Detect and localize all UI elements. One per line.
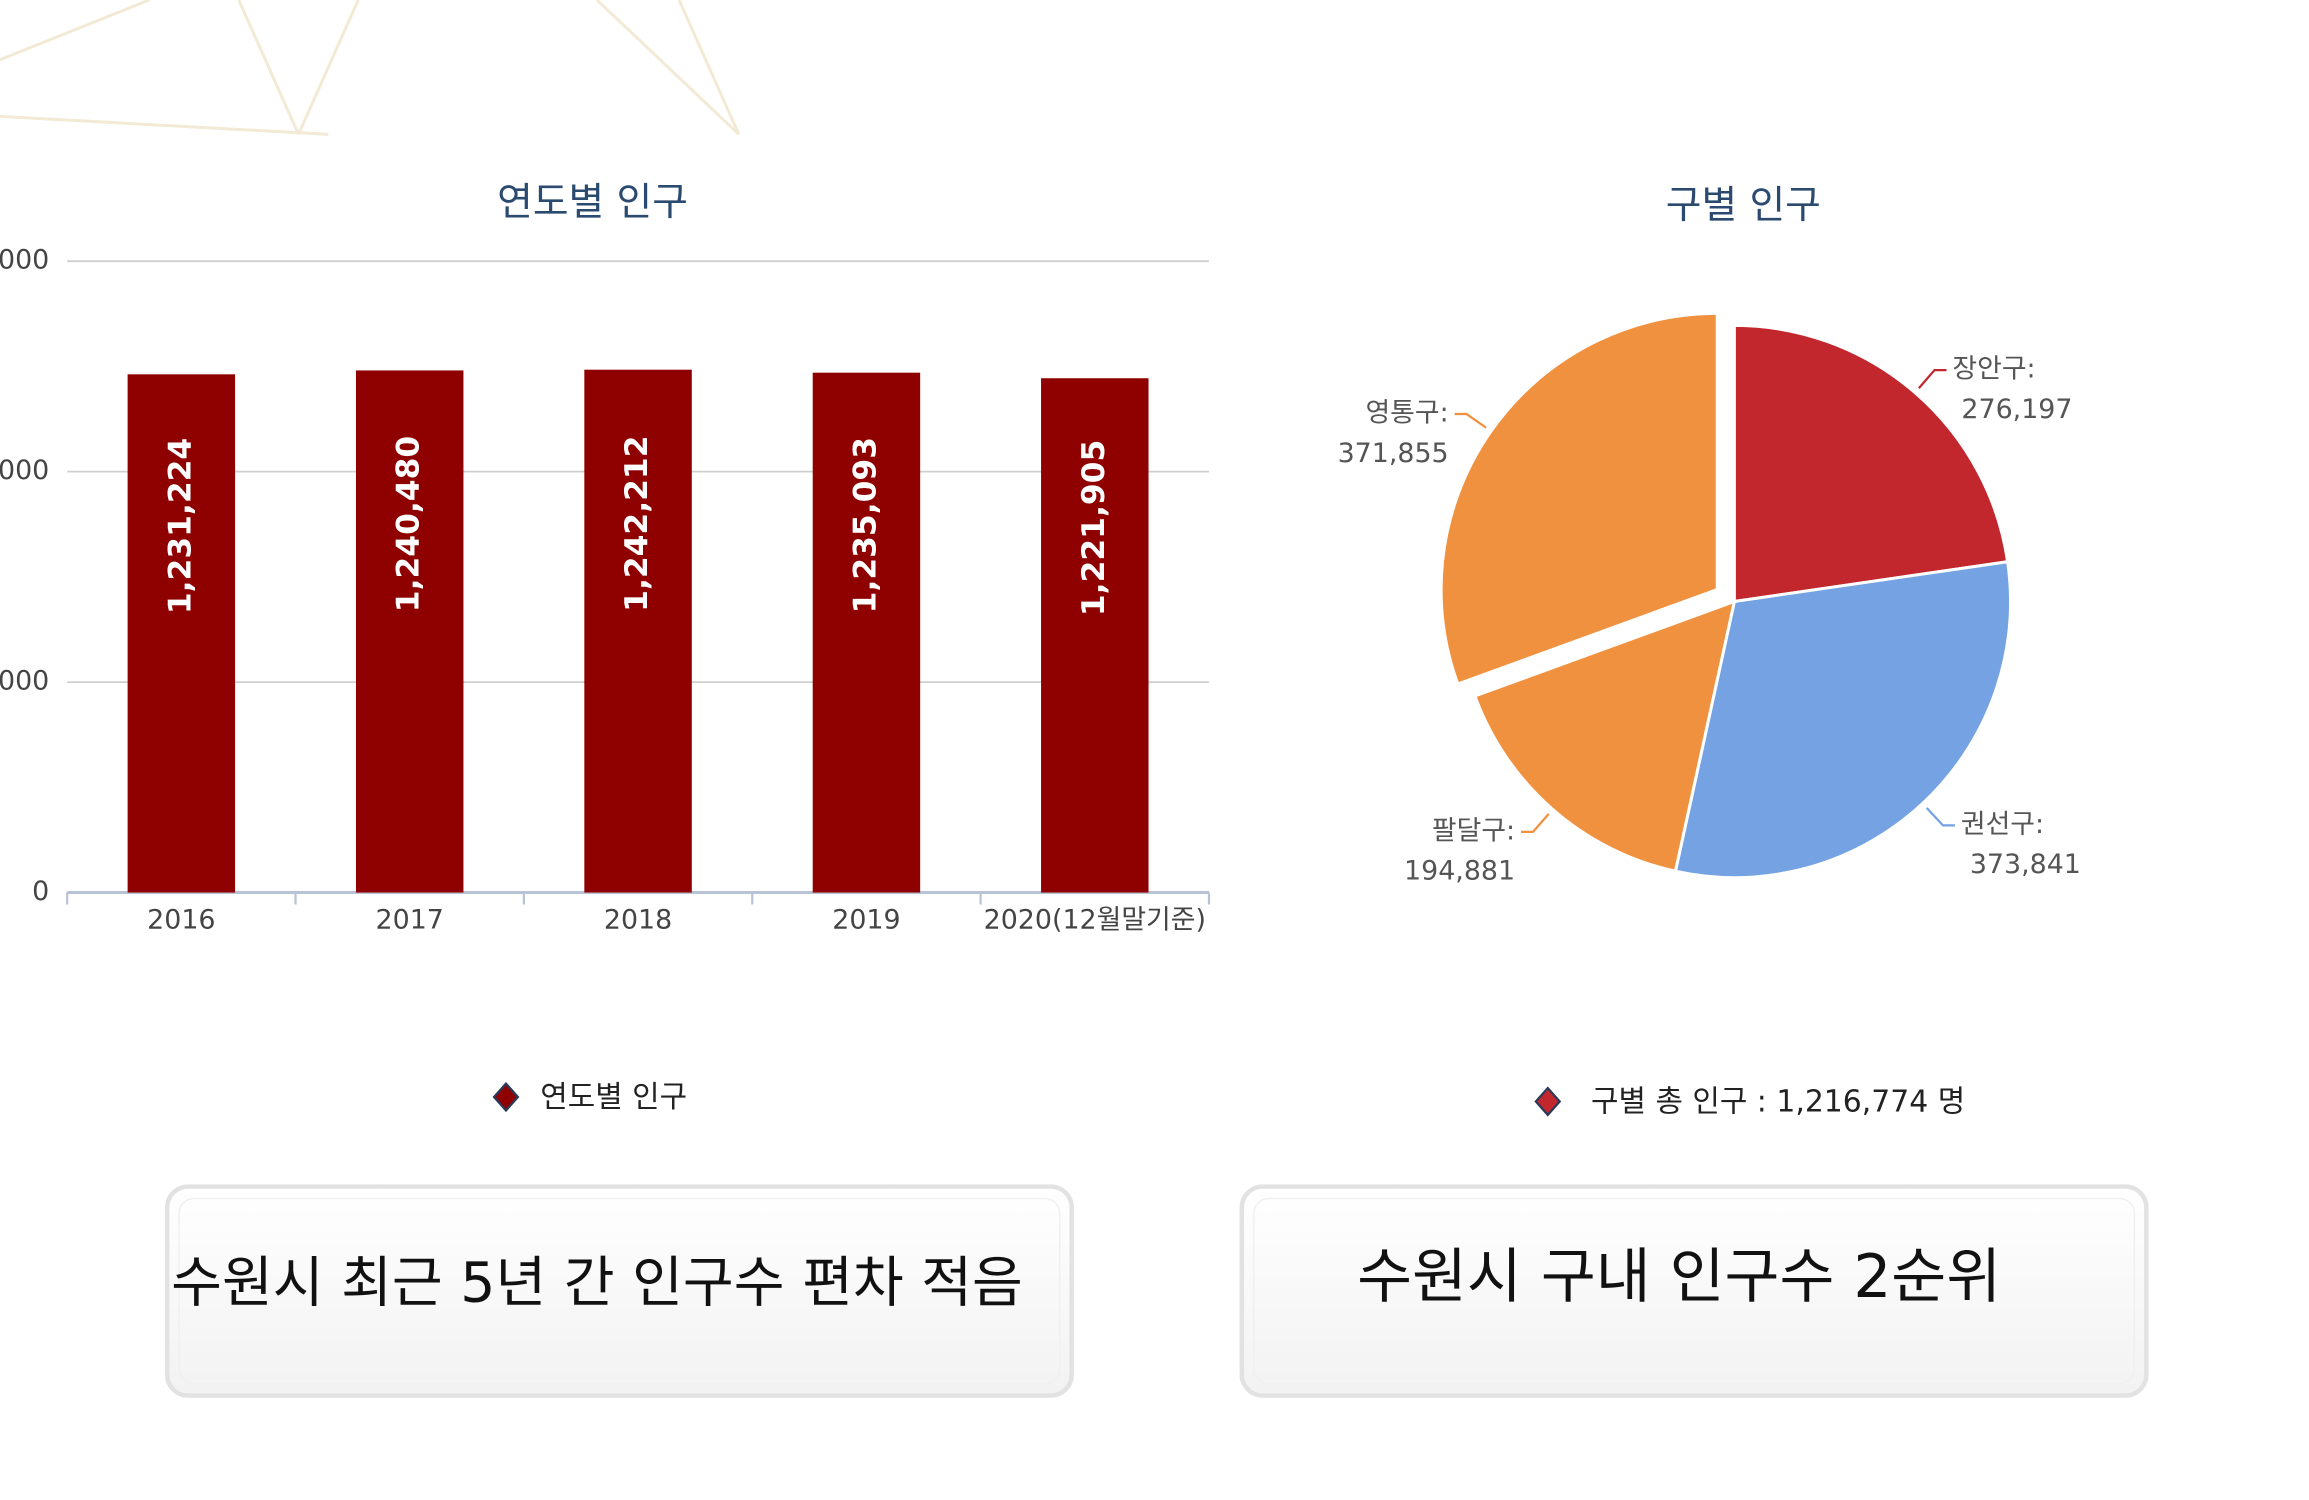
slice-value: 276,197: [1961, 394, 2072, 425]
bar: [812, 372, 921, 893]
pie-slice: [1673, 560, 2012, 880]
slice-value: 371,855: [1338, 438, 1449, 469]
legend-marker: [492, 1081, 520, 1113]
leader-line: [1521, 813, 1550, 833]
y-tick-label: 0: [32, 876, 49, 907]
decoration: [0, 0, 741, 136]
data-label: 1,235,093: [847, 437, 883, 613]
bar: [584, 369, 692, 893]
slice-label: 영통구:: [1365, 398, 1448, 429]
note-text: 수원시 최근 5년 간 인구수 편차 적음: [171, 1252, 1023, 1316]
note-box: [1239, 1184, 2149, 1398]
y-tick-label: 1,000,000: [0, 455, 49, 486]
data-label: 1,231,224: [162, 438, 198, 614]
x-tick-label: 2017: [376, 904, 444, 935]
x-tick-label: 2016: [147, 904, 215, 935]
data-label: 1,242,212: [619, 435, 655, 611]
pie-slice: [1732, 323, 2010, 604]
legend-marker: [1534, 1086, 1562, 1117]
slice-value: 373,841: [1970, 849, 2081, 880]
y-tick-label: 500,000: [0, 666, 49, 697]
chart-title: 연도별 인구: [497, 180, 688, 225]
bar: [355, 370, 464, 893]
x-tick-label: 2018: [604, 904, 672, 935]
slice-label: 권선구:: [1961, 809, 2044, 840]
data-label: 1,240,480: [391, 436, 427, 612]
legend: 연도별 인구: [492, 1080, 687, 1115]
note-text: 수원시 구내 인구수 2순위: [1357, 1243, 2001, 1312]
chart-title: 구별 인구: [1666, 183, 1821, 228]
data-label: 1,221,905: [1076, 440, 1112, 616]
legend: 구별 총 인구 : 1,216,774 명: [1534, 1084, 1965, 1119]
note-box: [164, 1184, 1074, 1398]
slice-label: 팔달구:: [1432, 815, 1515, 846]
leader-line: [1454, 412, 1487, 429]
bar: [127, 374, 236, 893]
x-tick-label: 2020(12월말기준): [984, 904, 1206, 935]
x-tick-label: 2019: [832, 904, 900, 935]
pie-slice: [1473, 599, 1737, 874]
slice-label: 장안구:: [1952, 354, 2035, 385]
bar: [1041, 378, 1149, 893]
slice-value: 194,881: [1404, 856, 1515, 887]
legend-text: 연도별 인구: [540, 1080, 687, 1115]
legend-text: 구별 총 인구 : 1,216,774 명: [1591, 1084, 1965, 1119]
y-tick-label: 1,500,000: [0, 245, 49, 276]
pie-slice: [1439, 311, 1719, 686]
leader-line: [1925, 807, 1955, 827]
leader-line: [1918, 368, 1947, 389]
